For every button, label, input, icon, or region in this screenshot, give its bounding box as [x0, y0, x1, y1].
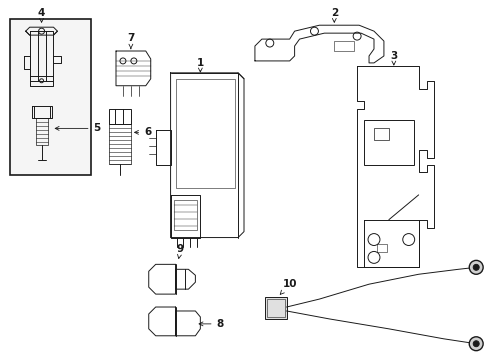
Bar	[334, 41, 353, 51]
Text: 10: 10	[280, 279, 296, 294]
Bar	[266, 299, 284, 317]
Text: 4: 4	[38, 8, 45, 22]
Circle shape	[472, 264, 478, 270]
Bar	[10, 19, 91, 175]
Bar	[173, 200, 197, 230]
Bar	[36, 118, 47, 145]
Bar	[175, 79, 235, 188]
Bar	[264, 297, 286, 319]
Text: 8: 8	[199, 319, 224, 329]
Bar	[364, 121, 413, 165]
Circle shape	[468, 337, 482, 351]
Circle shape	[472, 341, 478, 347]
Text: 7: 7	[127, 33, 134, 49]
Circle shape	[468, 260, 482, 274]
Text: 1: 1	[196, 58, 203, 72]
Text: 5: 5	[55, 123, 101, 134]
Text: 6: 6	[134, 127, 151, 138]
Bar	[109, 109, 131, 125]
Text: 2: 2	[330, 8, 337, 22]
Bar	[376, 244, 386, 252]
Text: 3: 3	[389, 51, 397, 65]
Bar	[109, 125, 131, 164]
Text: 9: 9	[177, 244, 183, 258]
Bar	[373, 129, 388, 140]
